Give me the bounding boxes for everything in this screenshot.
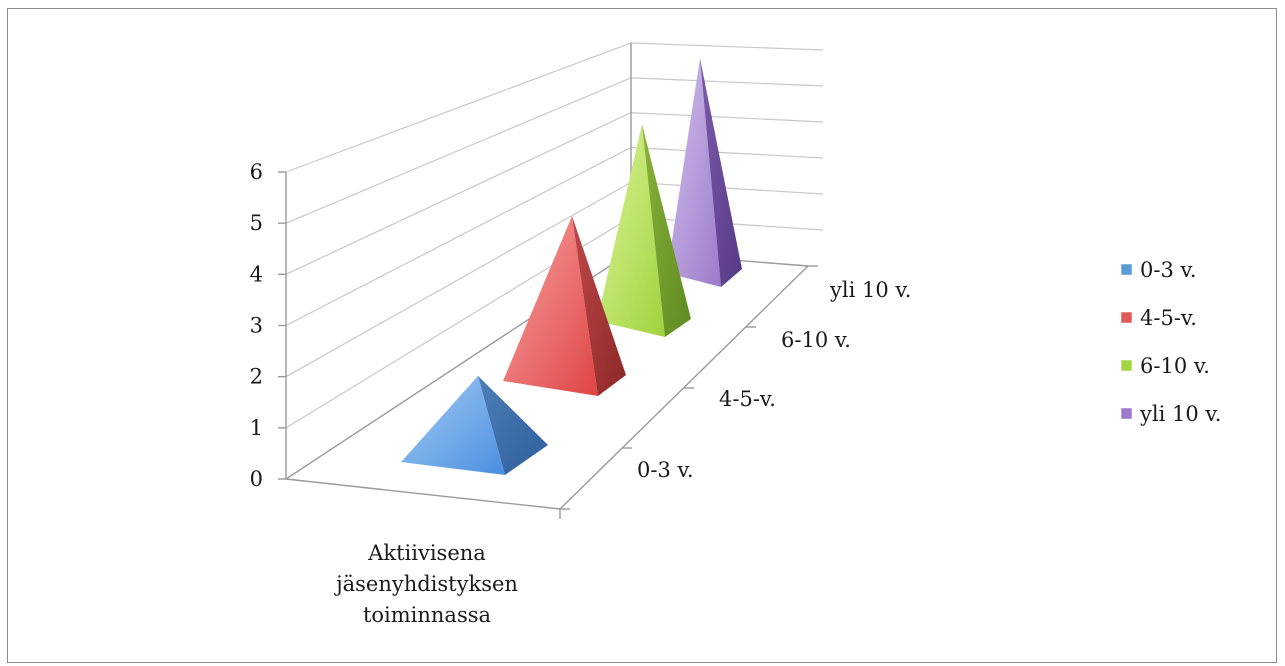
pyramid-4-5-v- [503,215,626,396]
y-tick-label: 1 [250,416,263,440]
pyramid-face-front [401,375,505,475]
category-label-line-3: toiminnassa [363,603,491,627]
depth-label: 4-5-v. [719,387,776,411]
depth-label: 6-10 v. [781,328,851,352]
legend-label: yli 10 v. [1139,402,1221,426]
depth-label: 0-3 v. [637,458,694,482]
pyramid-face-front [667,58,721,287]
gridline [285,112,824,275]
legend-swatch [1120,359,1133,372]
depth-label: yli 10 v. [829,278,911,302]
chart-frame: 0 1 2 3 4 5 6 0-3 v. 4-5-v. 6-10 v. yli 10 v. Akt… [7,8,1277,663]
y-tick-label: 0 [250,467,263,491]
gridline [285,42,824,173]
pyramids [401,58,742,475]
legend-swatch [1120,407,1133,420]
category-label-line-2: jäsenyhdistyksen [333,572,518,596]
floor-left-edge [285,478,561,510]
legend-label: 4-5-v. [1140,306,1197,330]
category-label-line-1: Aktiivisena [367,541,486,565]
pyramid-yli-10-v- [667,58,742,287]
y-tick-label: 6 [250,160,263,184]
pyramid-face-side [478,375,548,475]
pyramid-face-side [642,124,691,337]
gridline [285,77,824,224]
legend: 0-3 v. 4-5-v. 6-10 v. yli 10 v. [1120,258,1221,426]
legend-label: 0-3 v. [1140,258,1197,282]
pyramid-face-front [597,124,665,337]
legend-label: 6-10 v. [1140,354,1210,378]
pyramid-6-10-v- [597,124,691,337]
pyramid-face-front [503,215,598,396]
legend-swatch [1120,263,1133,276]
category-label: Aktiivisena jäsenyhdistyksen toiminnassa [333,541,518,627]
pyramid-face-side [572,215,626,396]
y-tick-label: 5 [250,211,263,235]
y-axis-ticks: 0 1 2 3 4 5 6 [250,160,286,491]
legend-swatch [1120,311,1133,324]
y-tick-label: 4 [250,262,263,286]
pyramid-face-side [700,58,742,287]
pyramid-chart: 0 1 2 3 4 5 6 0-3 v. 4-5-v. 6-10 v. yli 10 v. Akt… [250,42,1221,627]
y-tick-label: 2 [250,365,263,389]
y-tick-label: 3 [250,314,263,338]
pyramid-0-3-v- [401,375,548,475]
depth-axis-labels: 0-3 v. 4-5-v. 6-10 v. yli 10 v. [637,278,911,482]
